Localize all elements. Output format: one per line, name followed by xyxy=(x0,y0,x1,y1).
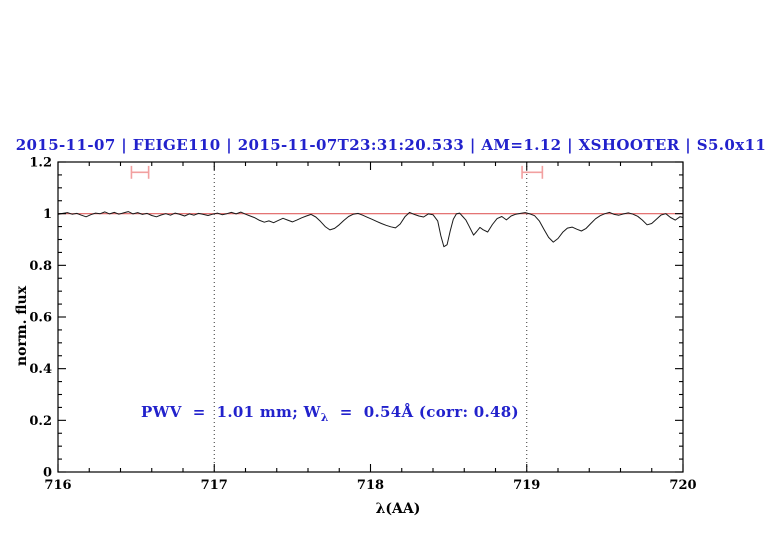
telluric-marker xyxy=(521,165,544,179)
x-tick-label: 718 xyxy=(357,478,384,493)
pwv-annotation: PWV = 1.01 mm; Wλ = 0.54Å (corr: 0.48) xyxy=(141,403,519,424)
pwv-annotation-prefix: PWV = 1.01 mm; W xyxy=(141,403,321,421)
y-tick-label: 0.4 xyxy=(29,362,52,377)
y-axis-label: norm. flux xyxy=(14,285,30,367)
y-tick-label: 0.2 xyxy=(29,414,52,429)
pwv-annotation-lambda-subscript: λ xyxy=(320,411,329,424)
y-tick-label: 0 xyxy=(43,466,52,481)
x-tick-label: 716 xyxy=(44,478,71,493)
plot-box xyxy=(57,161,684,473)
y-tick-label: 0.8 xyxy=(29,259,52,274)
x-axis-label: λ(AA) xyxy=(375,501,421,517)
y-tick-label: 0.6 xyxy=(29,311,52,326)
spectrum-line xyxy=(57,211,684,248)
telluric-marker xyxy=(130,165,150,179)
x-tick-label: 719 xyxy=(513,478,540,493)
pwv-annotation-suffix: = 0.54Å (corr: 0.48) xyxy=(328,403,519,421)
y-tick-label: 1.2 xyxy=(29,156,52,171)
x-tick-label: 720 xyxy=(669,478,696,493)
y-tick-label: 1 xyxy=(43,207,52,222)
plot-title: 2015-11-07 | FEIGE110 | 2015-11-07T23:31… xyxy=(15,136,767,154)
x-tick-label: 717 xyxy=(201,478,228,493)
